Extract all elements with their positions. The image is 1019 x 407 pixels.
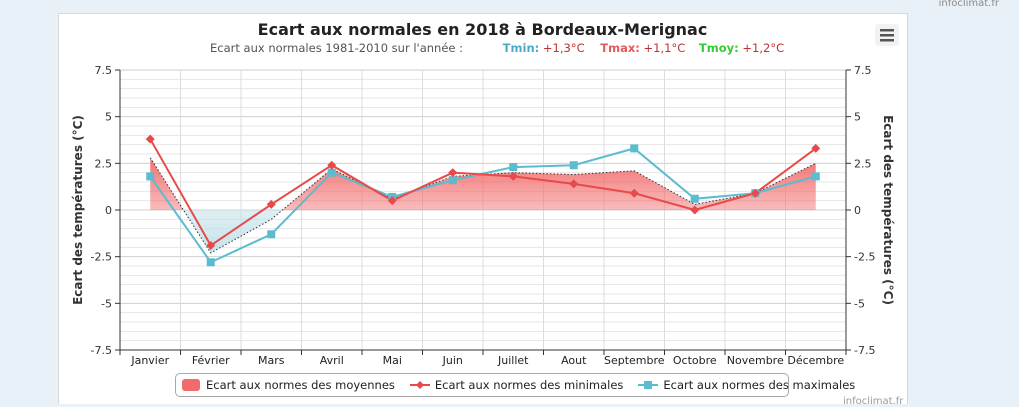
point-maximales xyxy=(569,161,578,170)
point-maximales xyxy=(448,176,457,185)
point-minimales xyxy=(629,188,639,198)
site-credit: infoclimat.fr xyxy=(938,0,999,9)
y-tick-label-right: -2.5 xyxy=(854,251,875,264)
point-maximales xyxy=(630,144,639,153)
subtitle-prefix: Ecart aux normales 1981-2010 sur l'année… xyxy=(210,41,464,55)
point-minimales xyxy=(569,179,579,189)
x-tick-label: Décembre xyxy=(787,354,844,367)
x-tick-label: Janvier xyxy=(130,354,169,367)
subtitle-tmax-label: Tmax: xyxy=(600,41,640,55)
area-moyennes-negative xyxy=(150,210,816,253)
series-minimales-line xyxy=(149,138,817,247)
y-tick-label-left: -2.5 xyxy=(91,251,112,264)
y-tick-label-left: -7.5 xyxy=(91,344,112,357)
chart-menu-button[interactable] xyxy=(875,24,899,46)
y-axis-title-right: Ecart des températures (°C) xyxy=(881,115,895,305)
point-minimales xyxy=(327,160,337,170)
point-minimales xyxy=(750,188,760,198)
y-tick-label-left: 7.5 xyxy=(95,64,113,77)
subtitle-tmin-label: Tmin: xyxy=(502,41,540,55)
point-minimales xyxy=(448,168,458,178)
legend-area-swatch xyxy=(182,379,200,391)
point-minimales xyxy=(387,196,397,206)
y-tick-label-left: 0 xyxy=(105,204,112,217)
y-axis-title-left: Ecart des températures (°C) xyxy=(71,115,85,305)
chart-legend: Ecart aux normes des moyennes Ecart aux … xyxy=(175,373,855,397)
chart-subtitle: Ecart aux normales 1981-2010 sur l'année… xyxy=(210,41,784,55)
legend-square-marker-icon xyxy=(638,381,659,389)
legend-label-maximales: Ecart aux normes des maximales xyxy=(663,378,856,392)
y-tick-label-right: 2.5 xyxy=(854,157,872,170)
point-minimales xyxy=(145,134,155,144)
x-tick-label: Septembre xyxy=(604,354,665,367)
point-maximales xyxy=(146,172,155,181)
point-minimales xyxy=(690,205,700,215)
x-tick-label: Octobre xyxy=(673,354,717,367)
x-tick-label: Aout xyxy=(561,354,587,367)
hamburger-menu-icon xyxy=(880,29,894,42)
y-tick-label-right: -7.5 xyxy=(854,344,875,357)
point-minimales xyxy=(206,240,216,250)
x-tick-label: Novembre xyxy=(727,354,784,367)
x-tick-label: Avril xyxy=(320,354,344,367)
legend-diamond-marker-icon xyxy=(409,381,430,389)
y-tick-label-left: 5 xyxy=(105,111,112,124)
legend-label-minimales: Ecart aux normes des minimales xyxy=(434,378,624,392)
x-tick-label: Mai xyxy=(383,354,402,367)
point-maximales xyxy=(327,168,336,177)
legend-item-moyennes[interactable]: Ecart aux normes des moyennes xyxy=(182,378,395,392)
subtitle-tmoy-label: Tmoy: xyxy=(698,41,739,55)
subtitle-tmin-value: +1,3°C xyxy=(542,41,585,55)
legend-item-minimales[interactable]: Ecart aux normes des minimales xyxy=(409,378,624,392)
chart-title: Ecart aux normales en 2018 à Bordeaux-Me… xyxy=(257,20,708,39)
y-tick-label-right: 7.5 xyxy=(854,64,872,77)
subtitle-tmax-value: +1,1°C xyxy=(643,41,686,55)
y-tick-label-left: -5 xyxy=(101,297,112,310)
legend-item-maximales[interactable]: Ecart aux normes des maximales xyxy=(637,378,855,392)
point-maximales xyxy=(267,230,276,239)
point-minimales xyxy=(508,171,518,181)
point-maximales xyxy=(811,172,820,181)
subtitle-tmoy-value: +1,2°C xyxy=(742,41,785,55)
y-tick-label-right: 0 xyxy=(854,204,861,217)
x-tick-label: Février xyxy=(192,354,230,367)
y-tick-label-left: 2.5 xyxy=(95,157,113,170)
y-tick-label-right: 5 xyxy=(854,111,861,124)
chart-credit: infoclimat.fr xyxy=(843,396,904,407)
x-tick-label: Juillet xyxy=(497,354,529,367)
point-minimales xyxy=(266,199,276,209)
legend-label-moyennes: Ecart aux normes des moyennes xyxy=(206,378,395,392)
y-tick-label-right: -5 xyxy=(854,297,865,310)
point-maximales xyxy=(690,194,699,203)
x-tick-label: Juin xyxy=(442,354,463,367)
x-tick-label: Mars xyxy=(258,354,285,367)
point-maximales xyxy=(509,163,518,172)
point-minimales xyxy=(811,143,821,153)
point-maximales xyxy=(206,258,215,267)
